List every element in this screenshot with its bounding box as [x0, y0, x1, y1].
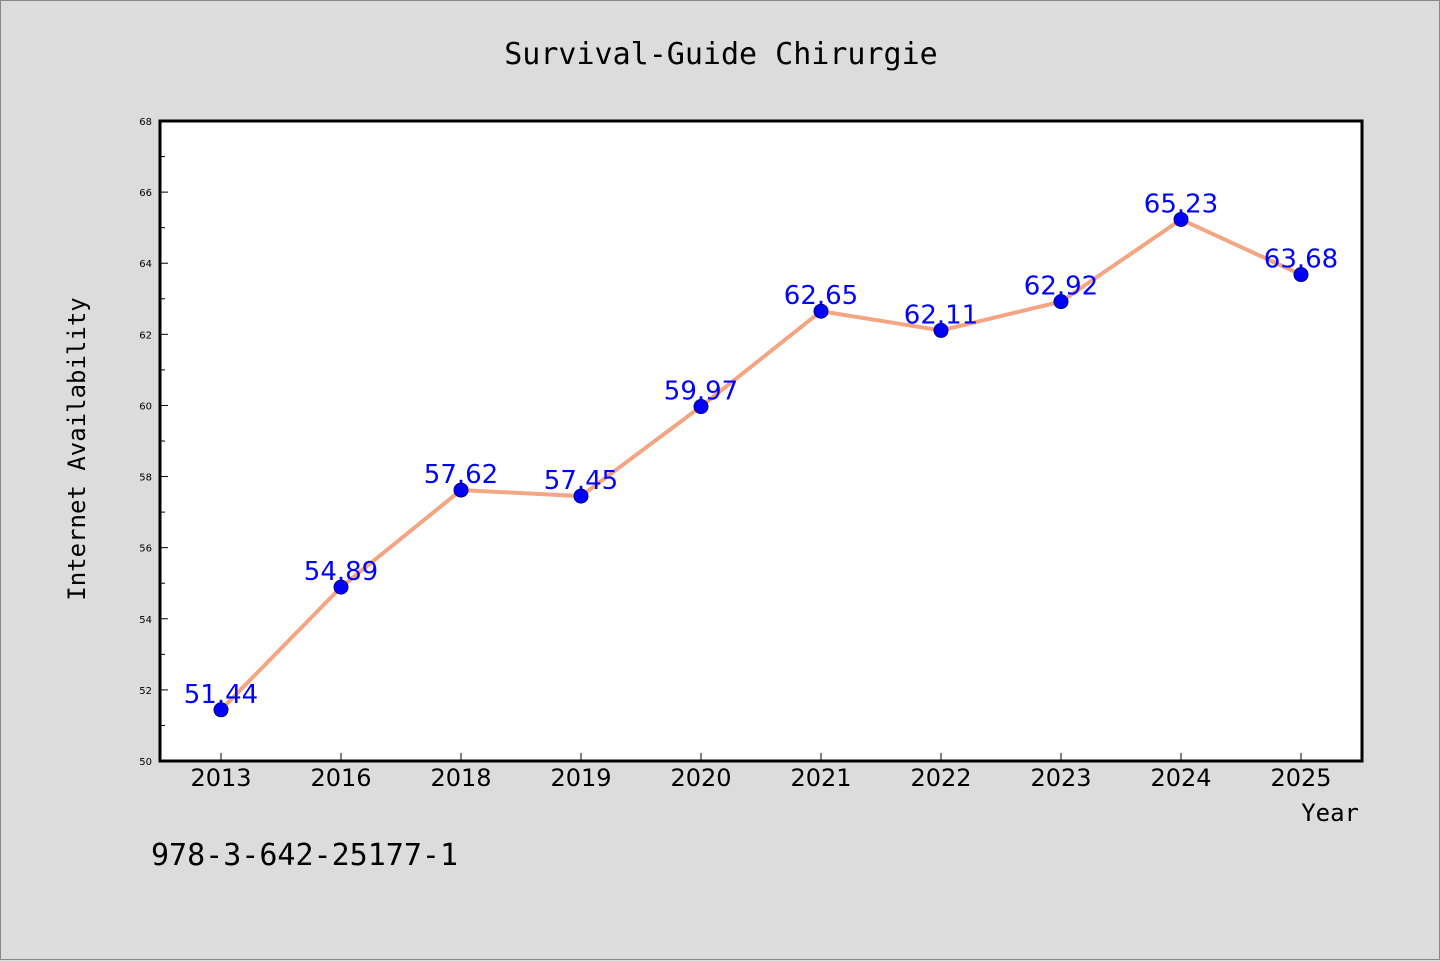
data-point-marker [573, 488, 589, 504]
data-point-marker [453, 482, 469, 498]
y-tick-label: 54 [139, 615, 152, 626]
data-point-marker [1053, 294, 1069, 310]
x-tick-label: 2024 [1150, 764, 1211, 792]
y-tick-label: 68 [139, 117, 152, 128]
x-axis: 2013 2016 2018 2019 2020 2021 2022 2023 2024 2025 [190, 753, 1332, 792]
data-point-marker [1173, 211, 1189, 227]
data-point-marker [213, 702, 229, 718]
y-tick-label: 50 [139, 757, 152, 768]
y-axis-label: Internet Availability [63, 297, 91, 600]
data-point-marker [813, 303, 829, 319]
y-tick-label: 60 [139, 401, 152, 412]
data-point-marker [1293, 267, 1309, 283]
data-label: 62.65 [784, 281, 858, 311]
x-tick-label: 2022 [910, 764, 971, 792]
data-label: 59.97 [664, 377, 738, 407]
y-axis: 50 52 54 56 58 60 62 64 66 68 [139, 117, 168, 768]
y-tick-label: 64 [139, 259, 152, 270]
data-label: 62.11 [904, 300, 978, 330]
x-tick-label: 2021 [790, 764, 851, 792]
x-tick-label: 2013 [190, 764, 251, 792]
data-label: 57.62 [424, 460, 498, 490]
marker-layer [213, 211, 1309, 718]
series-line [219, 217, 1302, 712]
data-point-marker [333, 579, 349, 595]
data-label: 57.45 [544, 466, 618, 496]
chart-title: Survival-Guide Chirurgie [504, 37, 937, 72]
y-tick-label: 56 [139, 544, 152, 555]
data-label: 62.92 [1024, 272, 1098, 302]
x-tick-label: 2016 [310, 764, 371, 792]
data-label: 54.89 [304, 557, 378, 587]
y-tick-label: 62 [139, 330, 152, 341]
data-point-marker [693, 399, 709, 415]
x-tick-label: 2018 [430, 764, 491, 792]
series-line-layer [219, 217, 1302, 712]
isbn-annotation: 978-3-642-25177-1 [151, 838, 458, 873]
y-tick-label: 66 [139, 188, 152, 199]
data-point-marker [933, 322, 949, 338]
x-axis-label: Year [1301, 799, 1359, 827]
y-tick-label: 52 [139, 686, 152, 697]
y-tick-label: 58 [139, 473, 152, 484]
x-tick-label: 2020 [670, 764, 731, 792]
x-tick-label: 2019 [550, 764, 611, 792]
data-label: 65.23 [1144, 189, 1218, 219]
x-tick-label: 2023 [1030, 764, 1091, 792]
data-label: 51.44 [184, 680, 258, 710]
data-label: 63.68 [1264, 245, 1338, 275]
data-label-layer: 51.44 54.89 57.62 57.45 59.97 62.65 62.11 62.92… [184, 189, 1338, 709]
plot-area [158, 119, 1364, 763]
x-tick-label: 2025 [1270, 764, 1331, 792]
